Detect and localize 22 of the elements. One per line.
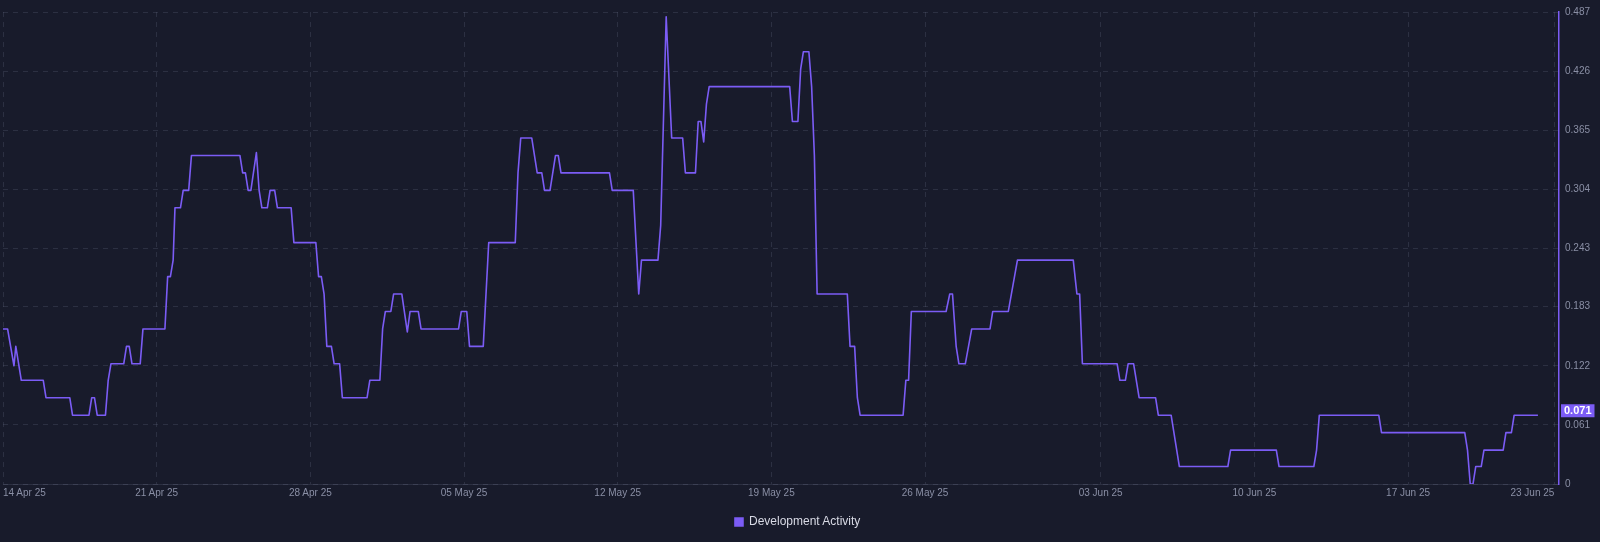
- y-tick-label: 0.304: [1564, 183, 1591, 195]
- x-tick-label: 14 Apr 25: [3, 486, 47, 498]
- x-tick-label: 12 May 25: [594, 486, 642, 498]
- annotation: 0.071: [1563, 403, 1592, 416]
- y-tick-label: 0.426: [1564, 64, 1591, 76]
- y-tick-label: 0.365: [1564, 123, 1591, 135]
- y-tick-label: 0.183: [1564, 300, 1591, 312]
- x-tick-label: 26 May 25: [901, 486, 949, 498]
- y-tick-label: 0.061: [1564, 418, 1591, 430]
- x-tick-label: 21 Apr 25: [135, 486, 179, 498]
- x-tick-label: 10 Jun 25: [1232, 486, 1277, 498]
- legend-label: Development Activity: [748, 514, 861, 529]
- y-tick-label: 0.122: [1564, 359, 1591, 371]
- x-tick-label: 05 May 25: [440, 486, 488, 498]
- x-tick-label: 23 Jun 25: [1510, 486, 1555, 498]
- y-tick-label: 0: [1564, 477, 1571, 489]
- y-tick-label: 0.487: [1564, 5, 1591, 17]
- x-tick-label: 19 May 25: [748, 486, 796, 498]
- x-tick-label: 03 Jun 25: [1078, 486, 1124, 498]
- y-tick-label: 0.243: [1564, 242, 1591, 254]
- x-tick-label: 17 Jun 25: [1386, 486, 1431, 498]
- x-tick-label: 28 Apr 25: [288, 486, 333, 498]
